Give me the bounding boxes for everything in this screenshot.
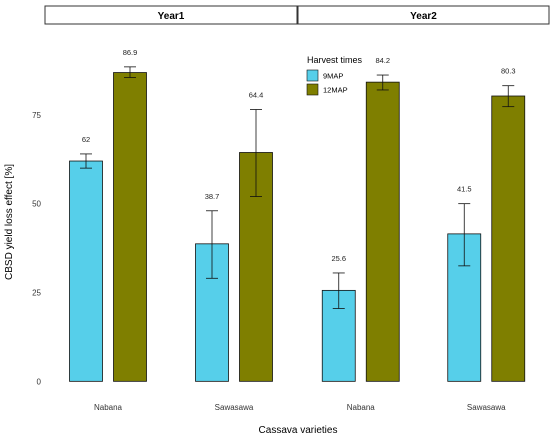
- panel-strips: Year1 Year2: [44, 5, 550, 25]
- y-tick-label: 75: [32, 111, 41, 120]
- error-bar: [458, 203, 471, 267]
- error-bar: [80, 153, 92, 169]
- y-tick-label: 0: [37, 377, 42, 386]
- value-label: 84.2: [375, 56, 390, 65]
- x-tick-label: Nabana: [94, 403, 123, 412]
- bar-9map-nabana: [69, 160, 103, 382]
- error-bars-layer: [80, 66, 515, 309]
- error-bar: [206, 210, 218, 279]
- value-label: 62: [82, 135, 90, 144]
- panel-strip-2: [297, 5, 550, 25]
- legend: Harvest times 9MAP 12MAP: [306, 55, 363, 96]
- error-bar: [124, 66, 136, 78]
- value-label: 38.7: [205, 192, 220, 201]
- value-label: 41.5: [457, 185, 472, 194]
- y-axis: 0 25 50 75: [32, 111, 41, 387]
- x-tick-label: Sawasawa: [467, 403, 506, 412]
- x-tick-label: Nabana: [347, 403, 376, 412]
- bar-12map-sawasawa: [491, 95, 526, 382]
- value-label: 64.4: [249, 91, 264, 100]
- value-labels-layer: 62 86.9 38.7 64.4 25.6 84.2 41.5 80.3: [82, 48, 516, 263]
- bars-layer: [69, 72, 526, 382]
- x-axis-title: Cassava varieties: [259, 425, 338, 436]
- legend-title: Harvest times: [307, 55, 363, 65]
- error-bar: [376, 74, 389, 91]
- bar-12map-nabana: [113, 72, 147, 382]
- value-label: 80.3: [501, 67, 516, 76]
- legend-label: 12MAP: [323, 86, 348, 95]
- value-label: 25.6: [331, 254, 346, 263]
- legend-swatch-12map: [306, 83, 319, 96]
- y-axis-title: CBSD yield loss effect [%]: [4, 164, 15, 280]
- bar-12map-nabana: [365, 81, 400, 382]
- legend-items: 9MAP 12MAP: [306, 69, 348, 96]
- y-tick-label: 25: [32, 289, 41, 298]
- x-tick-label: Sawasawa: [215, 403, 254, 412]
- error-bar: [332, 272, 345, 309]
- legend-label: 9MAP: [323, 72, 343, 81]
- y-tick-label: 50: [32, 200, 41, 209]
- panel-strip-1: [44, 5, 298, 25]
- error-bar: [250, 109, 262, 197]
- value-label: 86.9: [123, 48, 138, 57]
- panel-title: Year1: [158, 11, 185, 22]
- legend-swatch-9map: [306, 69, 319, 82]
- x-axis: Nabana Sawasawa Nabana Sawasawa: [94, 403, 506, 412]
- panel-title: Year2: [410, 11, 437, 22]
- error-bar: [502, 85, 515, 108]
